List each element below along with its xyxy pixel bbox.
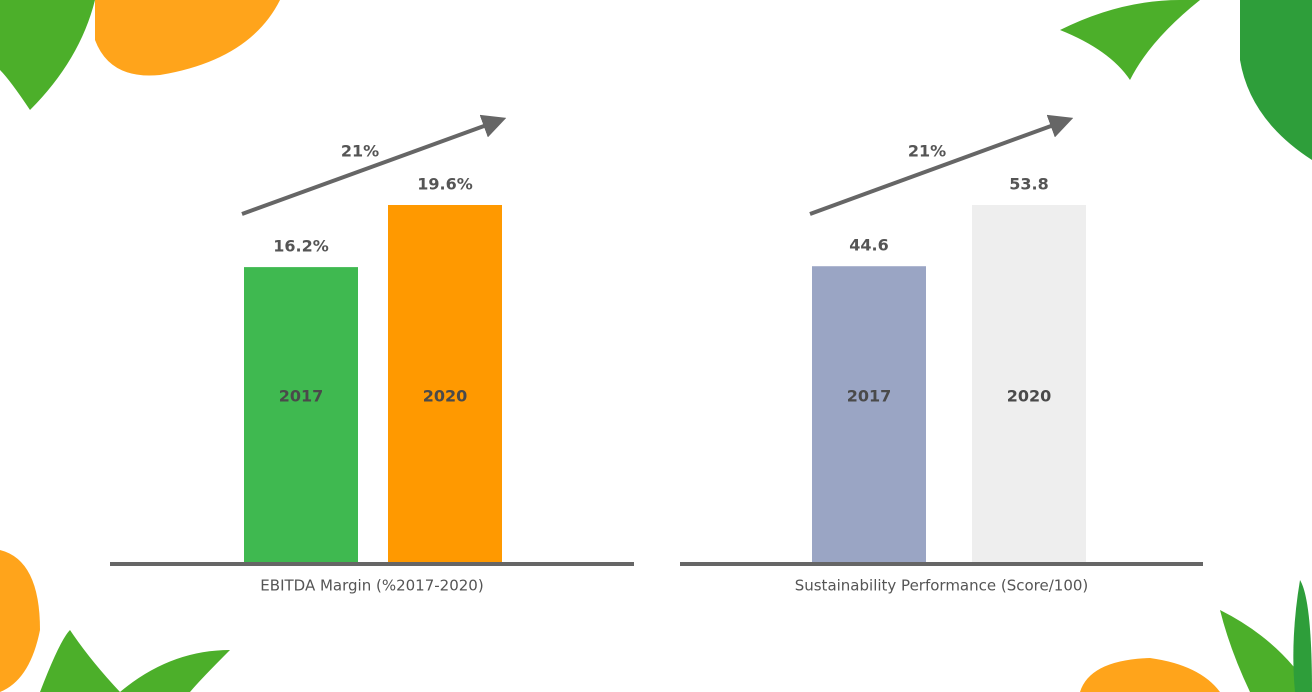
value-label: 44.6	[849, 236, 888, 255]
trend-arrow	[809, 114, 1074, 216]
bar	[244, 267, 358, 563]
axis-label: Sustainability Performance (Score/100)	[795, 577, 1089, 595]
bar	[972, 205, 1086, 563]
axis-label: EBITDA Margin (%2017-2020)	[260, 577, 483, 595]
category-label: 2020	[423, 387, 468, 406]
annotation: 21%	[908, 142, 946, 161]
category-label: 2017	[279, 387, 324, 406]
bar	[812, 266, 926, 563]
value-label: 19.6%	[417, 175, 473, 194]
category-label: 2020	[1007, 387, 1052, 406]
annotation: 21%	[341, 142, 379, 161]
bar	[388, 205, 502, 563]
value-label: 16.2%	[273, 237, 329, 256]
value-label: 53.8	[1009, 175, 1048, 194]
category-label: 2017	[847, 387, 892, 406]
trend-arrow	[241, 114, 507, 216]
